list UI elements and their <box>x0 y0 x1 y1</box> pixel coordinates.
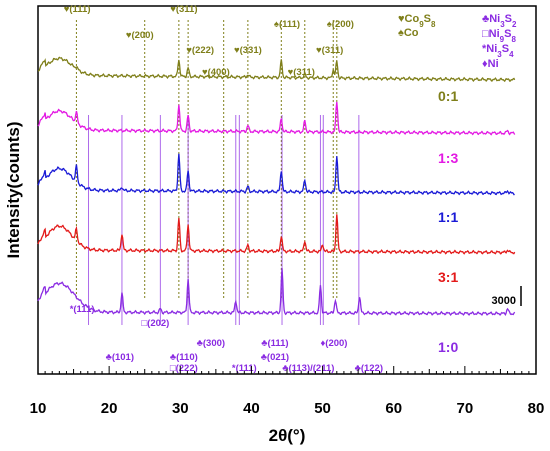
x-tick-label: 20 <box>101 400 118 417</box>
peak-annotation: □(202) <box>141 318 169 329</box>
peak-annotation: ♣(113)/(211) <box>282 363 334 374</box>
x-axis: 10 20 30 40 50 60 70 80 <box>30 366 545 417</box>
x-tick-label: 70 <box>457 400 474 417</box>
series-line-1-3 <box>37 101 516 136</box>
peak-annotation: ♥(111) <box>64 4 91 15</box>
x-tick-label: 40 <box>243 400 260 417</box>
peak-annotation: ♦(200) <box>320 338 347 349</box>
series-line-3-1 <box>37 214 516 255</box>
peak-annotation: ♣(300) <box>197 338 225 349</box>
series-label-1-3: 1:3 <box>438 150 458 166</box>
legend-entry-right-2: *Ni3S4 <box>482 43 514 59</box>
series-label-1-0: 1:0 <box>438 339 458 355</box>
peak-annotation: ♣(110) <box>170 352 198 363</box>
series-group <box>37 56 516 317</box>
series-line-1-1 <box>37 153 515 196</box>
peak-annotation: ♥(400) <box>202 67 230 78</box>
peak-annotation: ♥(311) <box>316 45 343 56</box>
peak-annotation: ♥(311) <box>170 4 197 15</box>
peak-annotation: ♥(222) <box>186 45 214 56</box>
legend: ♥Co9S8♠Co ♣Ni3S2□Ni9S8*Ni3S4♦Ni <box>398 13 517 70</box>
scale-bar: 3000 <box>492 286 522 307</box>
legend-entry-left-0: ♥Co9S8 <box>398 13 436 29</box>
series-label-3-1: 3:1 <box>438 269 458 285</box>
peak-annotation: ♣(021) <box>261 352 289 363</box>
legend-entry-left-1: ♠Co <box>398 27 419 39</box>
x-tick-label: 80 <box>528 400 545 417</box>
peak-annotation: *(111) <box>70 304 95 315</box>
legend-entry-right-1: □Ni9S8 <box>482 28 516 44</box>
x-tick-label: 60 <box>385 400 402 417</box>
legend-entry-right-3: ♦Ni <box>482 58 499 70</box>
legend-entry-right-0: ♣Ni3S2 <box>482 13 517 29</box>
peak-annotation: *(111) <box>232 363 257 374</box>
scale-bar-label: 3000 <box>492 295 516 307</box>
x-axis-title: 2θ(°) <box>269 426 306 445</box>
ratio-labels: 0:1 1:3 1:1 3:1 1:0 <box>438 88 458 355</box>
peak-annotation: ♥(331) <box>234 45 262 56</box>
x-tick-label: 50 <box>314 400 331 417</box>
peak-annotation: ♥(200) <box>126 30 154 41</box>
peak-annotation: ♠(200) <box>327 19 354 30</box>
series-line-0-1 <box>37 56 516 83</box>
x-tick-label: 30 <box>172 400 189 417</box>
reference-lines <box>75 20 360 325</box>
series-line-1-0 <box>37 268 516 317</box>
series-label-0-1: 0:1 <box>438 88 458 104</box>
x-tick-label: 10 <box>30 400 47 417</box>
peak-annotation: ♠(111) <box>274 19 300 30</box>
peak-annotation: □(222) <box>170 363 198 374</box>
peak-annotation: ♣(122) <box>355 363 383 374</box>
peak-annotation: ♣(111) <box>261 338 288 349</box>
peak-annotations: ♥(111) ♥(311) ♠(111) ♠(200) ♥(200) ♥(222) ♥(33… <box>64 4 383 374</box>
peak-annotation: ♣(101) <box>106 352 134 363</box>
peak-annotation: ♥(311) <box>288 67 315 78</box>
y-axis-title: Intensity(counts) <box>4 122 23 259</box>
series-label-1-1: 1:1 <box>438 209 458 225</box>
